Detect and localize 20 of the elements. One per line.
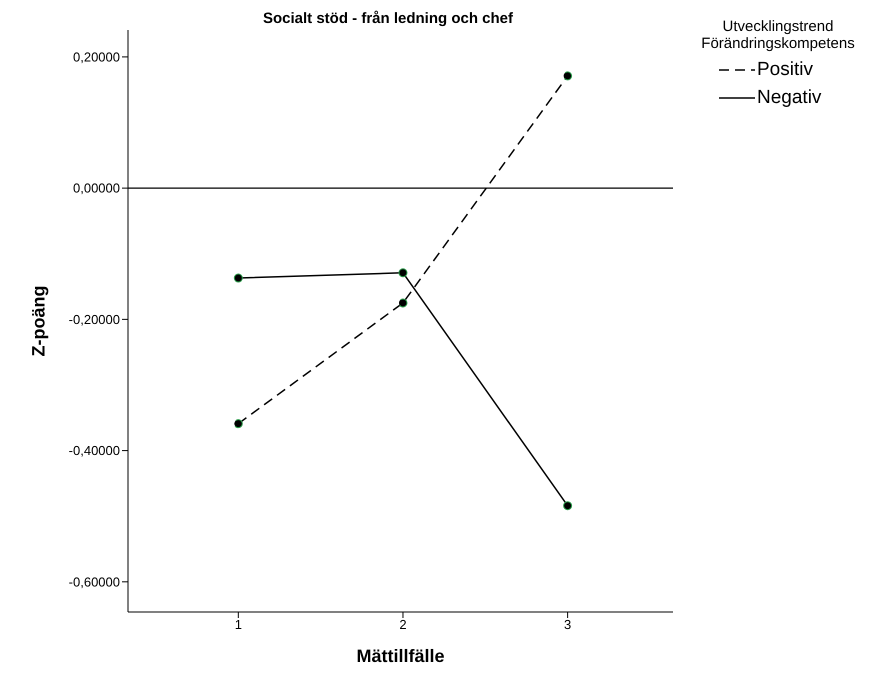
legend-title: Utvecklingstrend Förändringskompetens — [700, 18, 856, 52]
chart-title: Socialt stöd - från ledning och chef — [262, 10, 514, 27]
point — [398, 298, 408, 308]
y-tick-label: -0,20000 — [68, 312, 120, 327]
y-tick-label: -0,60000 — [68, 574, 120, 590]
y-axis-title: Z-poäng — [28, 286, 48, 356]
x-tick-label: 2 — [399, 617, 407, 632]
legend-label: Negativ — [757, 87, 822, 109]
point — [398, 268, 408, 278]
point — [563, 501, 572, 510]
y-tick-label: 0,20000 — [73, 50, 120, 65]
x-tick-label: 3 — [564, 617, 572, 632]
point — [563, 71, 572, 80]
x-tick-label: 1 — [234, 617, 242, 632]
legend-label: Positiv — [757, 59, 814, 81]
point — [234, 419, 243, 428]
y-tick-label: 0,00000 — [73, 180, 120, 196]
point — [234, 274, 243, 283]
y-tick-label: -0,40000 — [68, 443, 120, 458]
x-axis-title: Mättillfälle — [356, 646, 445, 666]
